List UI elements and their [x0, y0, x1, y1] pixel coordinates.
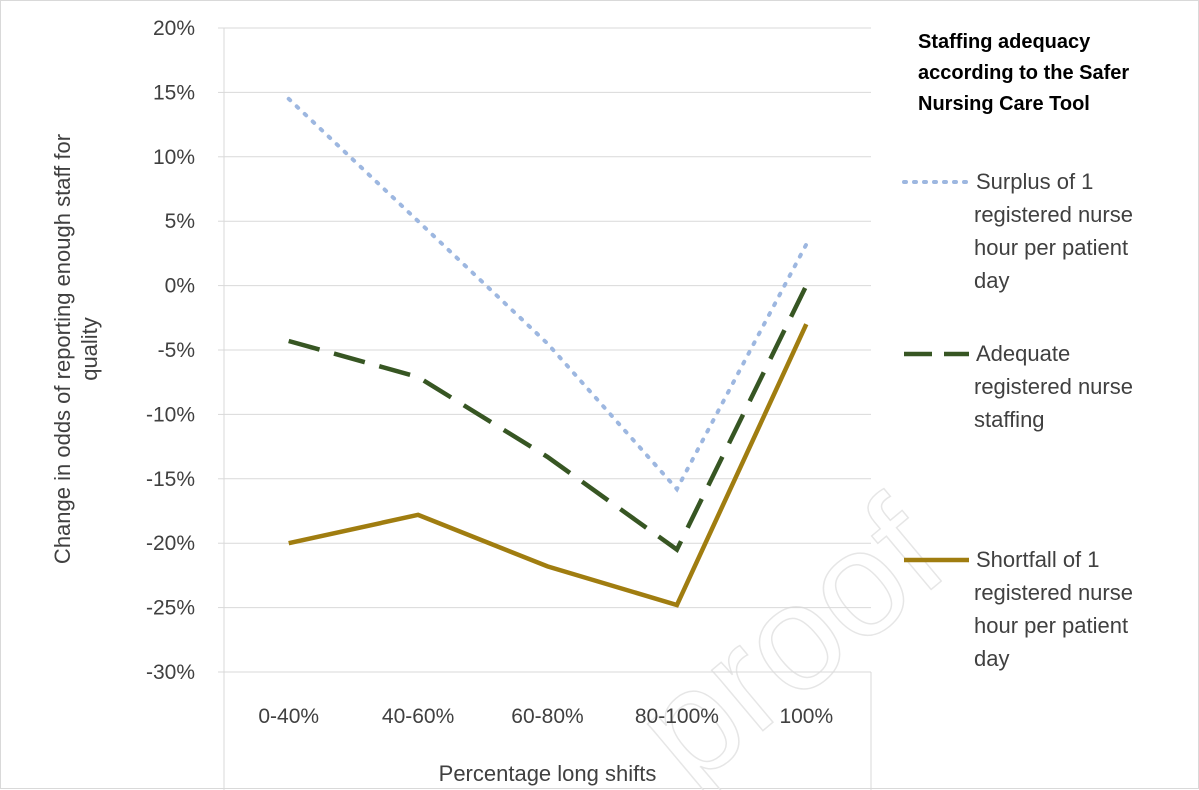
- legend-entry-text: day: [974, 646, 1009, 671]
- y-tick-label: 0%: [165, 275, 195, 298]
- legend-entry-text: staffing: [974, 407, 1045, 432]
- x-axis-label: Percentage long shifts: [439, 761, 657, 786]
- y-tick-label: 15%: [153, 81, 195, 104]
- y-axis-label: Change in odds of reporting enough staff…: [50, 134, 102, 564]
- legend-title: Nursing Care Tool: [918, 93, 1090, 115]
- y-tick-label: -10%: [146, 403, 195, 426]
- series-line: [289, 99, 807, 489]
- legend-title: Staffing adequacy: [918, 31, 1091, 53]
- y-tick-label: 10%: [153, 146, 195, 169]
- x-tick-label: 80-100%: [635, 705, 719, 728]
- y-tick-label: 20%: [153, 17, 195, 40]
- legend-entry-text: Shortfall of 1: [976, 547, 1100, 572]
- legend-entry-text: registered nurse: [974, 202, 1133, 227]
- legend-entry-text: Surplus of 1: [976, 169, 1093, 194]
- y-tick-label: -5%: [158, 339, 195, 362]
- y-tick-label: 5%: [165, 210, 195, 233]
- y-axis-label-line: quality: [77, 317, 102, 381]
- x-tick-label: 60-80%: [511, 705, 583, 728]
- legend-entry-text: Adequate: [976, 341, 1070, 366]
- legend-entry-text: hour per patient: [974, 235, 1128, 260]
- legend-entry-text: registered nurse: [974, 580, 1133, 605]
- x-tick-label: 0-40%: [258, 705, 319, 728]
- legend-entry-text: day: [974, 268, 1009, 293]
- legend-title: according to the Safer: [918, 62, 1129, 84]
- x-tick-label: 40-60%: [382, 705, 454, 728]
- series-line: [289, 286, 807, 550]
- watermark: proof: [604, 467, 974, 790]
- y-tick-label: -30%: [146, 661, 195, 684]
- series-lines: [289, 99, 807, 605]
- y-tick-label: -15%: [146, 468, 195, 491]
- y-tick-label: -25%: [146, 597, 195, 620]
- y-tick-labels: 20% 15% 10% 5% 0% -5% -10% -15% -20% -25% -30%: [146, 17, 195, 684]
- y-tick-label: -20%: [146, 532, 195, 555]
- series-line: [289, 324, 807, 605]
- x-tick-label: 100%: [779, 705, 833, 728]
- y-axis-label-line: Change in odds of reporting enough staff…: [50, 134, 75, 564]
- legend-entry-text: hour per patient: [974, 613, 1128, 638]
- legend-entry-text: registered nurse: [974, 374, 1133, 399]
